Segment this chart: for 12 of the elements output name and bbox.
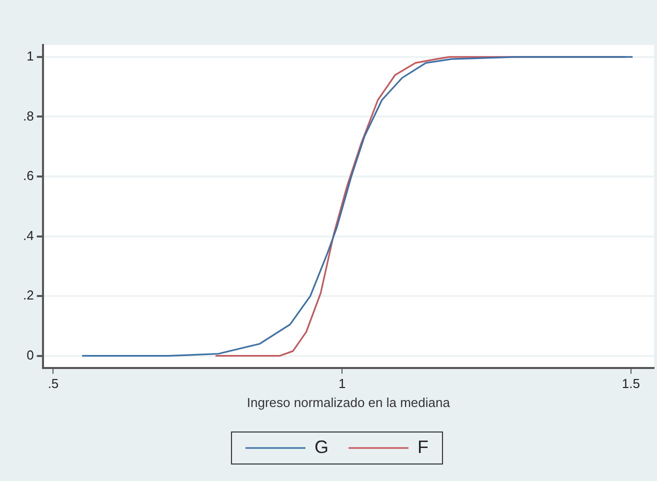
legend-label: F	[418, 436, 429, 457]
y-tick-label: .4	[23, 228, 34, 243]
y-tick-label: 0	[26, 347, 34, 362]
x-tick-label: .5	[48, 376, 59, 392]
x-axis-title: Ingreso normalizado en la mediana	[246, 394, 451, 410]
x-tick-label: 1	[338, 376, 346, 392]
y-tick-label: .8	[23, 108, 34, 124]
y-tick-label: .2	[23, 288, 34, 303]
y-tick-label: 1	[26, 48, 34, 64]
x-tick-label: 1.5	[622, 376, 640, 392]
y-tick-label: .6	[23, 168, 34, 184]
legend-label: G	[314, 436, 329, 457]
